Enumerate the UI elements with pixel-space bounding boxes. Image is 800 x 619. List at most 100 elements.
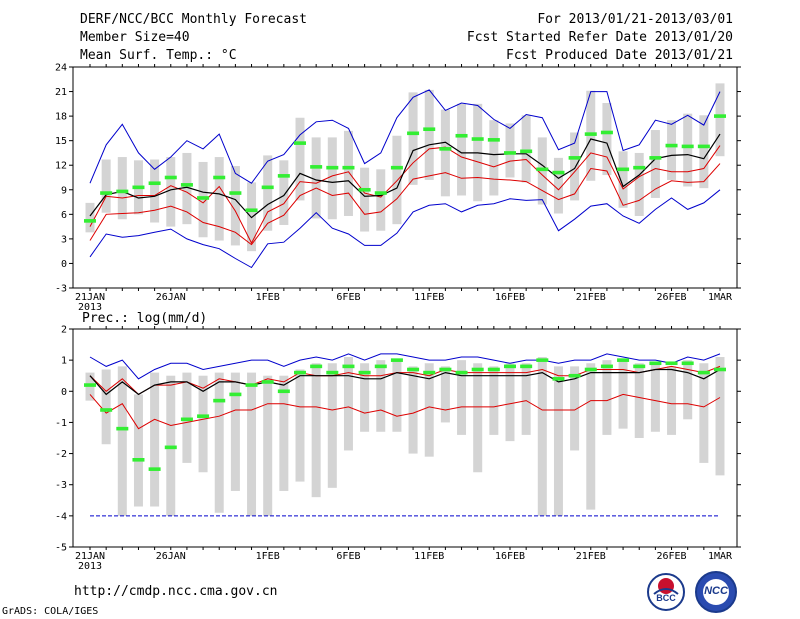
bcc-logo: BCC (646, 572, 686, 612)
temp-ensemble-marker (649, 156, 662, 160)
prec-ensemble-marker (100, 408, 113, 412)
temp-ensemble-marker (455, 133, 468, 138)
prec-spread-box (521, 363, 531, 435)
prec-ensemble-marker (568, 373, 581, 378)
temp-spread-box (263, 155, 273, 231)
temp-spread-box (408, 92, 418, 185)
temp-ensemble-marker (520, 149, 533, 154)
prec-spread-box (667, 366, 677, 435)
prec-ensemble-marker (536, 358, 549, 362)
prec-ensemble-marker (213, 398, 226, 403)
forecast-start-date: Fcst Started Refer Date 2013/01/20 (466, 30, 733, 45)
prec-ensemble-marker (342, 364, 355, 369)
prec-ensemble-marker (180, 417, 193, 422)
grads-credit: GrADS: COLA/IGES (2, 606, 99, 617)
prec-ensemble-marker (84, 383, 96, 387)
temp-spread-box (311, 137, 321, 219)
prec-ensemble-marker (164, 445, 177, 450)
prec-ytick-label: 1 (61, 356, 67, 367)
prec-ytick-label: -4 (55, 511, 67, 522)
prec-spread-box (392, 360, 402, 432)
prec-ytick-label: -1 (55, 418, 67, 429)
prec-spread-box (198, 375, 208, 473)
source-url[interactable]: http://cmdp.ncc.cma.gov.cn (74, 584, 278, 599)
temp-ensemble-marker (536, 167, 549, 172)
prec-spread-box (230, 372, 240, 491)
prec-ensemble-marker (229, 392, 242, 397)
prec-ensemble-marker (116, 426, 129, 431)
temp-ensemble-marker (180, 183, 193, 187)
prec-xtick-label: 21FEB (576, 551, 606, 562)
prec-ensemble-marker (455, 370, 468, 375)
temp-ensemble-marker (294, 141, 306, 145)
temp-frame (72, 66, 738, 289)
temp-lower-line (89, 163, 721, 246)
prec-ensemble-marker (294, 370, 306, 375)
temp-ytick-label: 0 (61, 259, 67, 270)
temp-spread-box (521, 115, 531, 183)
temp-spread-box (440, 109, 450, 197)
prec-ensemble-marker (584, 367, 597, 372)
temp-spread-box (392, 135, 402, 225)
prec-ensemble-marker (681, 361, 694, 366)
member-size-label: Member Size=40 (80, 30, 190, 45)
prec-ensemble-marker (374, 364, 387, 369)
prec-ensemble-marker (197, 414, 210, 418)
prec-spread-box (263, 375, 273, 516)
temp-spread-box (570, 132, 580, 201)
temp-spread-box (166, 157, 176, 227)
temp-spread-box (505, 123, 515, 178)
temp-mean-line (89, 133, 721, 219)
temp-spread-box (182, 152, 192, 225)
temp-spread-box (360, 167, 370, 232)
temp-ensemble-marker (697, 144, 710, 149)
temp-ensemble-marker (229, 191, 242, 195)
bcc-logo-text: BCC (656, 593, 676, 603)
ncc-logo-text: NCC (704, 585, 728, 597)
temp-spread-box (295, 117, 305, 201)
prec-upper-line (89, 365, 721, 396)
temp-ytick-label: 12 (55, 161, 67, 172)
prec-mean-line (89, 368, 721, 396)
temp-xtick-label: 16FEB (495, 292, 525, 303)
temp-ensemble-marker (100, 191, 113, 195)
temp-xtick-year: 2013 (78, 302, 102, 313)
temp-ensemble-marker (584, 132, 597, 136)
prec-spread-box (311, 363, 321, 498)
prec-spread-box (715, 357, 725, 476)
temp-spread-box (230, 166, 240, 246)
ncc-logo: NCC (694, 570, 738, 614)
prec-spread-box (133, 394, 143, 507)
temp-ensemble-marker (552, 170, 565, 175)
temp-ensemble-marker (665, 143, 678, 148)
prec-ensemble-marker (504, 364, 516, 369)
prec-xtick-label: 6FEB (336, 551, 360, 562)
temp-spread-box (650, 130, 660, 198)
temp-xtick-label: 26FEB (656, 292, 686, 303)
temp-ytick-label: 9 (61, 185, 67, 196)
prec-xtick-label: 26JAN (156, 551, 186, 562)
prec-ensemble-marker (617, 358, 630, 362)
prec-spread-box (473, 363, 483, 473)
prec-spread-box (408, 366, 418, 454)
prec-ensemble-marker (697, 370, 710, 375)
temp-spread-box (553, 157, 563, 214)
temp-ensemble-marker (423, 127, 436, 132)
prec-spread-box (650, 363, 660, 432)
prec-spread-box (214, 372, 224, 513)
prec-spread-box (247, 372, 257, 516)
prec-ensemble-marker (261, 380, 274, 384)
temp-spread-box (327, 137, 337, 220)
prec-ytick-label: 0 (61, 387, 67, 398)
temp-spread-box (101, 159, 111, 213)
prec-ensemble-marker (520, 364, 533, 369)
prec-spread-box (376, 360, 386, 432)
temp-xtick-label: 21JAN (75, 292, 105, 303)
prec-spread-box (553, 366, 563, 516)
prec-xtick-label: 1MAR (708, 551, 733, 562)
temp-ensemble-marker (487, 138, 500, 142)
temp-ensemble-marker (504, 151, 516, 155)
prec-ensemble-marker (423, 370, 436, 375)
prec-ensemble-marker (277, 389, 290, 394)
